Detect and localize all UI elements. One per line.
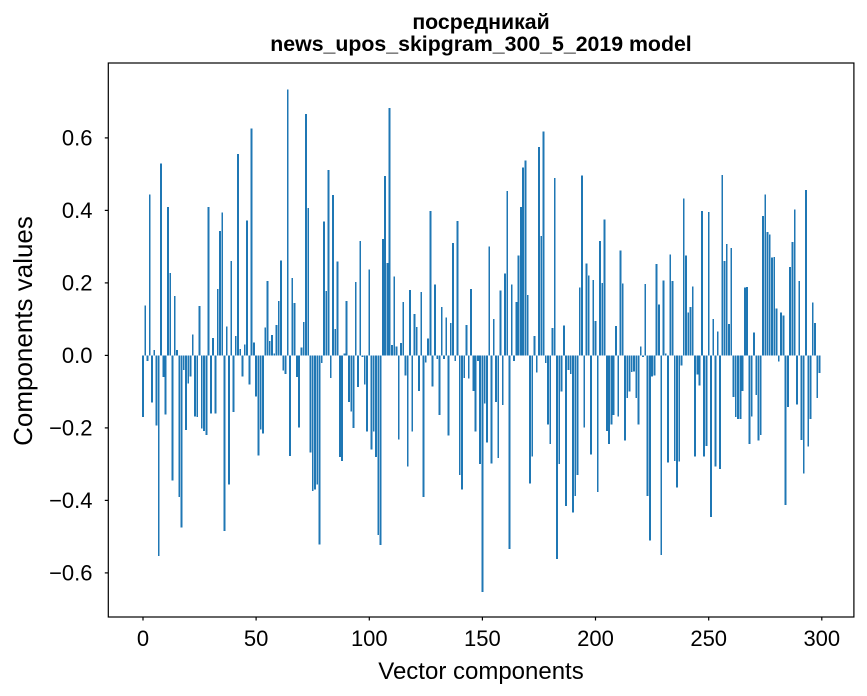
svg-text:100: 100 <box>351 626 388 651</box>
svg-text:Vector components: Vector components <box>378 658 583 685</box>
svg-text:−0.4: −0.4 <box>49 488 92 513</box>
svg-text:0.2: 0.2 <box>62 270 93 295</box>
svg-text:150: 150 <box>464 626 501 651</box>
svg-text:50: 50 <box>244 626 268 651</box>
svg-text:Components values: Components values <box>8 216 38 446</box>
svg-text:200: 200 <box>577 626 614 651</box>
svg-text:0.0: 0.0 <box>62 343 93 368</box>
svg-text:0.6: 0.6 <box>62 125 93 150</box>
svg-text:250: 250 <box>690 626 727 651</box>
svg-text:−0.2: −0.2 <box>49 415 92 440</box>
svg-text:посредникай: посредникай <box>412 10 549 34</box>
svg-text:−0.6: −0.6 <box>49 560 92 585</box>
svg-text:0.4: 0.4 <box>62 198 93 223</box>
svg-text:news_upos_skipgram_300_5_2019: news_upos_skipgram_300_5_2019 model <box>270 32 691 56</box>
svg-text:300: 300 <box>803 626 840 651</box>
svg-text:0: 0 <box>137 626 149 651</box>
